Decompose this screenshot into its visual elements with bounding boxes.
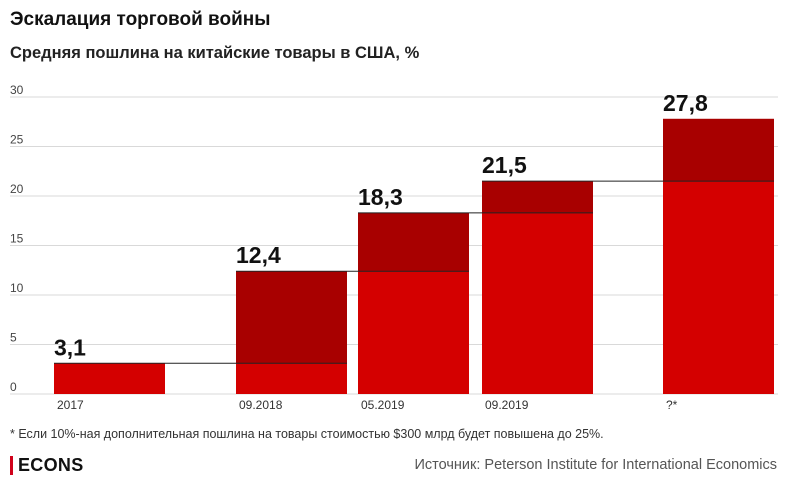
y-tick-label: 20 bbox=[10, 182, 24, 196]
x-category-label: 2017 bbox=[57, 398, 84, 412]
bar-base-segment bbox=[236, 363, 347, 394]
x-category-label: 09.2018 bbox=[239, 398, 283, 412]
brand-name: ECONS bbox=[18, 455, 84, 475]
bar-value-label: 27,8 bbox=[663, 90, 708, 116]
bar-increase-segment bbox=[54, 363, 165, 394]
y-tick-label: 10 bbox=[10, 281, 24, 295]
bar-base-segment bbox=[358, 271, 469, 394]
y-tick-label: 25 bbox=[10, 133, 24, 147]
bar-increase-segment bbox=[236, 271, 347, 364]
bar-increase-segment bbox=[482, 181, 593, 213]
footnote: * Если 10%-ная дополнительная пошлина на… bbox=[10, 427, 604, 441]
brand-accent-bar bbox=[10, 456, 13, 475]
bar-chart: 0 5 10 15 20 25 30 3,1 2017 12,4 09.2018 18,3 05.201… bbox=[10, 83, 778, 412]
brand-logo[interactable]: ECONS bbox=[10, 455, 84, 476]
y-tick-label: 5 bbox=[10, 331, 17, 345]
y-tick-label: 0 bbox=[10, 380, 17, 394]
bar-base-segment bbox=[663, 181, 774, 394]
bar-increase-segment bbox=[663, 118, 774, 182]
bar-increase-segment bbox=[358, 212, 469, 272]
bar-base-segment bbox=[482, 212, 593, 394]
chart-subtitle: Средняя пошлина на китайские товары в СШ… bbox=[10, 44, 420, 62]
source-note: Источник: Peterson Institute for Interna… bbox=[414, 457, 777, 473]
y-tick-label: 30 bbox=[10, 83, 24, 97]
x-category-label: 05.2019 bbox=[361, 398, 405, 412]
y-tick-label: 15 bbox=[10, 232, 24, 246]
chart-title: Эскалация торговой войны bbox=[10, 9, 271, 30]
bar-value-label: 3,1 bbox=[54, 334, 86, 360]
x-category-label: 09.2019 bbox=[485, 398, 529, 412]
bar-value-label: 12,4 bbox=[236, 242, 281, 268]
x-category-label: ?* bbox=[666, 398, 678, 412]
bar-value-label: 21,5 bbox=[482, 152, 527, 178]
bar-value-label: 18,3 bbox=[358, 184, 403, 210]
